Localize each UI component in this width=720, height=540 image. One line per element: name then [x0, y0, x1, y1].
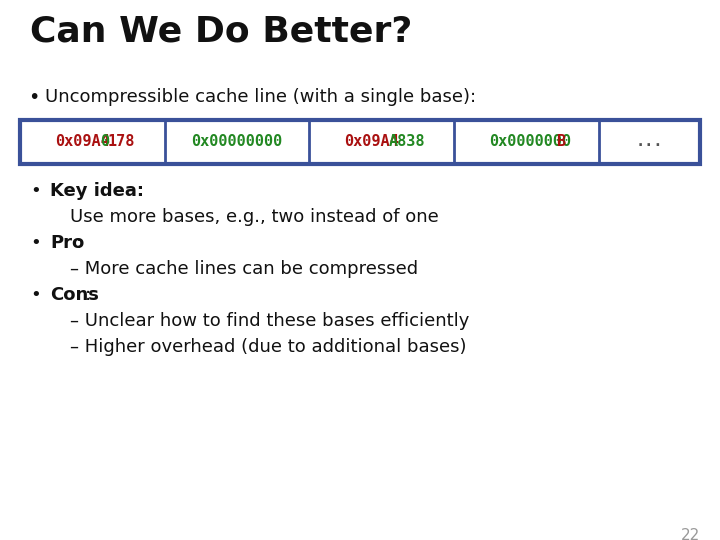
Text: – Higher overhead (due to additional bases): – Higher overhead (due to additional bas… [70, 338, 467, 356]
Text: :: : [76, 234, 82, 252]
Text: ...: ... [636, 134, 663, 150]
Text: Cons: Cons [50, 286, 99, 304]
Text: B: B [557, 134, 565, 150]
Text: •: • [30, 182, 41, 200]
Text: – More cache lines can be compressed: – More cache lines can be compressed [70, 260, 418, 278]
Text: Uncompressible cache line (with a single base):: Uncompressible cache line (with a single… [45, 88, 476, 106]
Text: •: • [30, 234, 41, 252]
Text: Use more bases, e.g., two instead of one: Use more bases, e.g., two instead of one [70, 208, 438, 226]
Text: Key idea:: Key idea: [50, 182, 144, 200]
Text: Pro: Pro [50, 234, 84, 252]
Text: •: • [28, 88, 40, 107]
Text: 178: 178 [107, 134, 135, 150]
Text: Can We Do Better?: Can We Do Better? [30, 15, 413, 49]
Text: 22: 22 [680, 528, 700, 540]
Text: :: : [85, 286, 91, 304]
Text: 0x0000000: 0x0000000 [489, 134, 571, 150]
Text: 0x00000000: 0x00000000 [192, 134, 283, 150]
Text: •: • [30, 286, 41, 304]
Text: 0: 0 [100, 134, 109, 150]
Text: A838: A838 [390, 134, 426, 150]
Text: 0x09A4: 0x09A4 [55, 134, 109, 150]
FancyBboxPatch shape [20, 120, 700, 164]
Text: 0x09A4: 0x09A4 [344, 134, 399, 150]
Text: – Unclear how to find these bases efficiently: – Unclear how to find these bases effici… [70, 312, 469, 330]
